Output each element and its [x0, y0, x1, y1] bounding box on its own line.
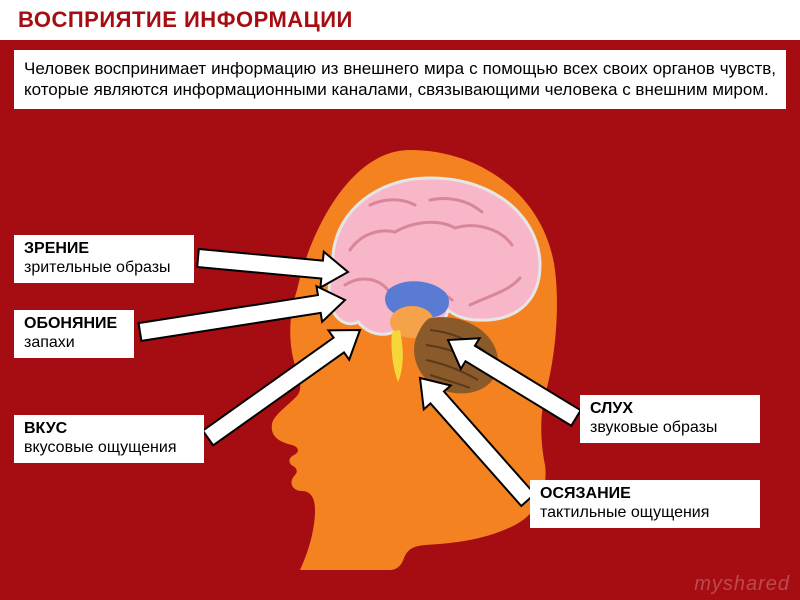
label-taste-title: ВКУС [24, 419, 194, 438]
title-bar: ВОСПРИЯТИЕ ИНФОРМАЦИИ [0, 0, 800, 40]
label-touch: ОСЯЗАНИЕ тактильные ощущения [530, 480, 760, 528]
label-smell-title: ОБОНЯНИЕ [24, 314, 124, 333]
label-vision-title: ЗРЕНИЕ [24, 239, 184, 258]
label-smell: ОБОНЯНИЕ запахи [14, 310, 134, 358]
label-hearing: СЛУХ звуковые образы [580, 395, 760, 443]
label-touch-sub: тактильные ощущения [540, 503, 750, 522]
label-taste-sub: вкусовые ощущения [24, 438, 194, 457]
label-smell-sub: запахи [24, 333, 124, 352]
description-box: Человек воспринимает информацию из внешн… [14, 50, 786, 109]
page-title: ВОСПРИЯТИЕ ИНФОРМАЦИИ [18, 7, 353, 33]
description-text: Человек воспринимает информацию из внешн… [24, 58, 776, 101]
slide-root: ВОСПРИЯТИЕ ИНФОРМАЦИИ Человек воспринима… [0, 0, 800, 600]
label-hearing-sub: звуковые образы [590, 418, 750, 437]
label-hearing-title: СЛУХ [590, 399, 750, 418]
label-touch-title: ОСЯЗАНИЕ [540, 484, 750, 503]
label-taste: ВКУС вкусовые ощущения [14, 415, 204, 463]
label-vision-sub: зрительные образы [24, 258, 184, 277]
label-vision: ЗРЕНИЕ зрительные образы [14, 235, 194, 283]
